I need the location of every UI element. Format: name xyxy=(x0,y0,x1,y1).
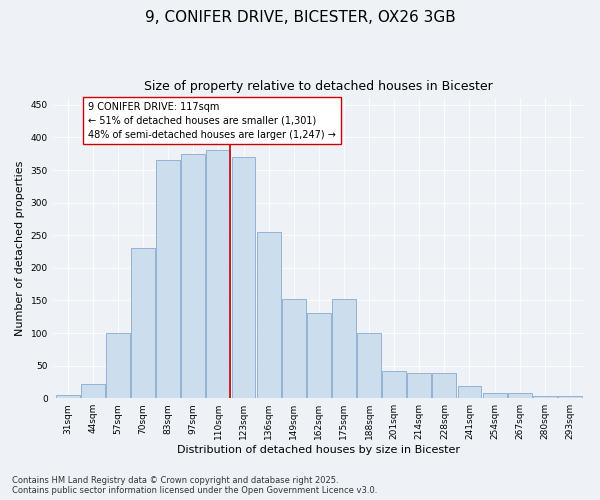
Bar xyxy=(156,160,180,398)
Title: Size of property relative to detached houses in Bicester: Size of property relative to detached ho… xyxy=(145,80,493,93)
Bar xyxy=(433,374,457,398)
Bar xyxy=(131,248,155,398)
Bar xyxy=(81,384,105,398)
Bar xyxy=(407,374,431,398)
Bar xyxy=(56,395,80,398)
Bar xyxy=(282,299,305,398)
X-axis label: Distribution of detached houses by size in Bicester: Distribution of detached houses by size … xyxy=(178,445,460,455)
Bar xyxy=(558,396,582,398)
Bar xyxy=(458,386,481,398)
Text: 9, CONIFER DRIVE, BICESTER, OX26 3GB: 9, CONIFER DRIVE, BICESTER, OX26 3GB xyxy=(145,10,455,25)
Text: 9 CONIFER DRIVE: 117sqm
← 51% of detached houses are smaller (1,301)
48% of semi: 9 CONIFER DRIVE: 117sqm ← 51% of detache… xyxy=(88,102,335,140)
Bar xyxy=(206,150,230,398)
Bar xyxy=(307,314,331,398)
Bar xyxy=(106,333,130,398)
Bar xyxy=(508,393,532,398)
Bar xyxy=(382,371,406,398)
Bar xyxy=(257,232,281,398)
Bar xyxy=(482,393,506,398)
Text: Contains HM Land Registry data © Crown copyright and database right 2025.
Contai: Contains HM Land Registry data © Crown c… xyxy=(12,476,377,495)
Bar xyxy=(181,154,205,398)
Bar xyxy=(357,333,381,398)
Bar xyxy=(332,299,356,398)
Y-axis label: Number of detached properties: Number of detached properties xyxy=(15,160,25,336)
Bar xyxy=(533,396,557,398)
Bar xyxy=(232,157,256,398)
